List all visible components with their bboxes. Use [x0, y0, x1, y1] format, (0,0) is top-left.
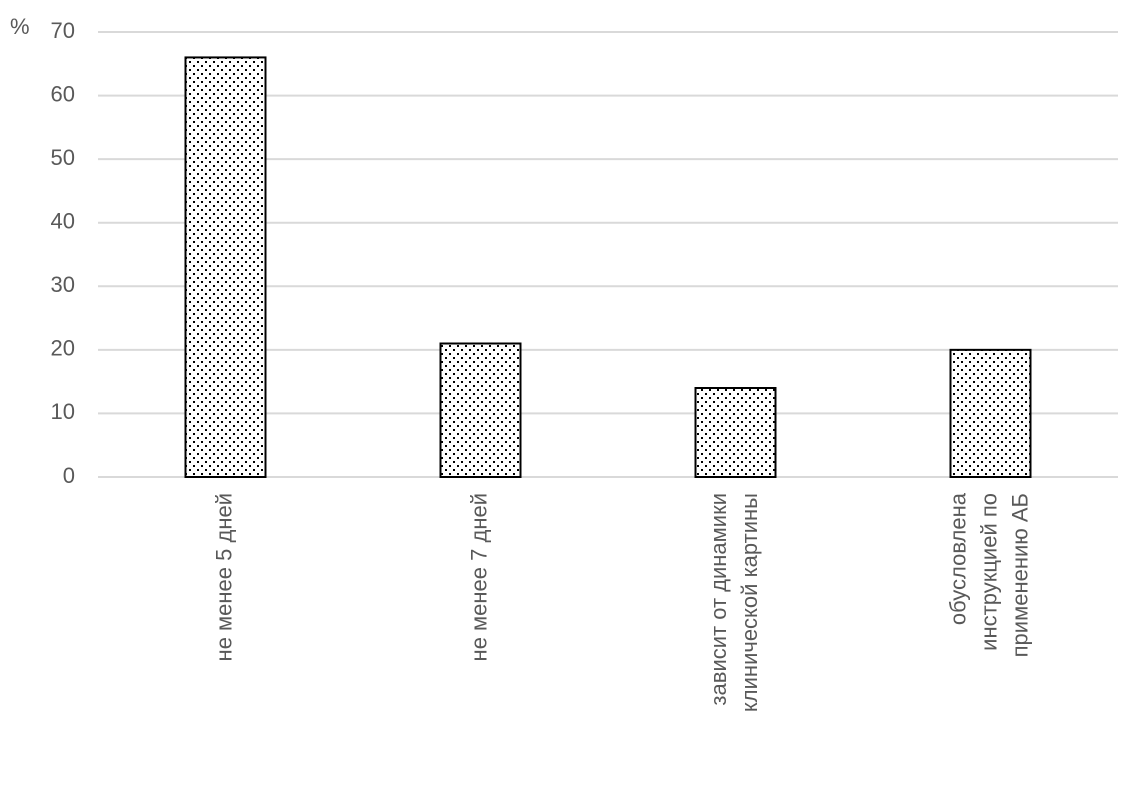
y-tick-label: 40 [51, 209, 75, 234]
y-tick-label: 0 [63, 463, 75, 488]
x-tick-label: зависит от динамики клинической картины [706, 493, 762, 712]
y-tick-label: 30 [51, 272, 75, 297]
y-tick-label: 70 [51, 18, 75, 43]
y-tick-label: 10 [51, 399, 75, 424]
x-tick-label: не менее 7 дней [466, 493, 491, 661]
y-tick-label: 60 [51, 81, 75, 106]
bar [184, 56, 267, 479]
bar [439, 342, 522, 478]
x-tick-label: обусловлена инструкцией по применению АБ [945, 492, 1032, 657]
x-tick-label: не менее 5 дней [211, 493, 236, 661]
bar [949, 348, 1032, 479]
y-axis-label: % [10, 14, 30, 39]
y-tick-label: 50 [51, 145, 75, 170]
y-tick-label: 20 [51, 336, 75, 361]
bar [694, 387, 777, 478]
